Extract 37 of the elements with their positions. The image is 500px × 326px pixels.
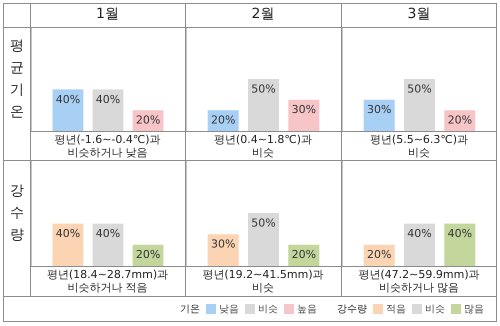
x-axis-title: 평년(47.2~59.9mm)과 비슷하거나 많음	[357, 268, 481, 294]
legend-label: 낮음	[219, 302, 239, 316]
data-label: 20%	[366, 248, 392, 262]
data-label: 40%	[448, 226, 472, 240]
data-label: 50%	[251, 216, 276, 230]
text: 비슷	[425, 302, 445, 316]
chart-title: 1월	[95, 5, 120, 23]
x-axis-title: 평년(0.4~1.8℃)과 비슷	[212, 133, 314, 159]
data-label: 20%	[292, 248, 316, 262]
legend-label: 비슷	[258, 302, 278, 316]
x-axis-title: 평년(-1.6~-0.4℃)과 비슷하거나 낮음	[53, 133, 162, 159]
data-label: 30%	[366, 103, 392, 116]
data-label: 20%	[136, 114, 160, 127]
y-axis-title: 강수량	[9, 182, 25, 245]
data-label: 40%	[56, 226, 80, 240]
data-label: 20%	[136, 248, 160, 262]
data-label: 50%	[407, 82, 432, 96]
data-label: 40%	[407, 226, 432, 240]
legend-label: 높음	[297, 302, 317, 316]
data-label: 40%	[96, 92, 120, 106]
chart-title: 2월	[250, 5, 276, 23]
x-axis-title: 평년(18.4~28.7mm)과 비슷하거나 적음	[46, 268, 170, 294]
legend-label: 많음	[464, 302, 484, 316]
chart-title: 3월	[406, 5, 432, 23]
x-axis-title: 평년(19.2~41.5mm)과 비슷	[201, 268, 325, 294]
y-axis-title: 평균기온	[9, 37, 25, 122]
data-label: 40%	[96, 226, 120, 240]
data-label: 20%	[448, 114, 472, 127]
data-label: 20%	[210, 114, 236, 127]
legend-title: 강수량	[337, 302, 367, 316]
legend-title: 기온	[180, 302, 200, 316]
x-axis-title: 평년(5.5~6.3℃)과 비슷	[368, 133, 470, 159]
data-label: 50%	[251, 82, 276, 96]
data-label: 40%	[56, 92, 80, 106]
legend-label: 적음	[386, 302, 406, 316]
data-label: 30%	[292, 103, 316, 116]
data-label: 30%	[210, 238, 236, 251]
